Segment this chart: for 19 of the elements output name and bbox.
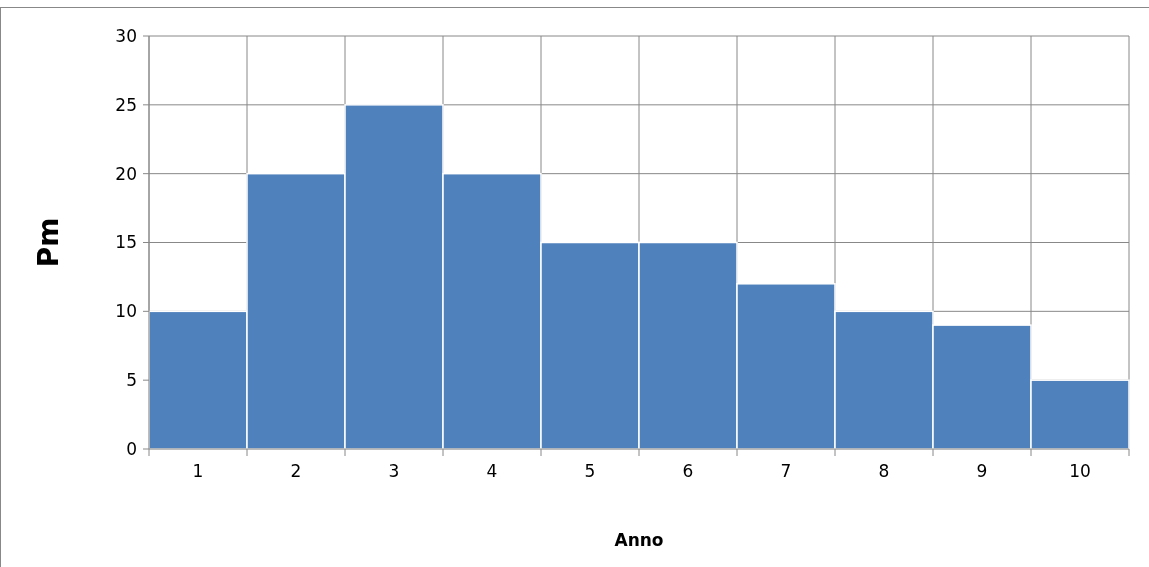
y-tick-label: 5 <box>126 370 137 391</box>
x-tick-label: 5 <box>584 460 596 481</box>
x-tick-label: 7 <box>780 460 792 481</box>
x-axis-title: Anno <box>614 530 664 550</box>
x-tick-label: 10 <box>1069 460 1091 481</box>
y-tick-label: 10 <box>115 301 137 322</box>
x-tick-label: 4 <box>486 460 498 481</box>
x-tick-label: 6 <box>682 460 694 481</box>
x-tick-label: 3 <box>388 460 400 481</box>
x-tick-label: 1 <box>192 460 204 481</box>
x-tick-label: 8 <box>878 460 890 481</box>
y-tick-label: 25 <box>115 94 137 115</box>
x-tick-label: 2 <box>290 460 302 481</box>
y-tick-label: 20 <box>115 163 137 184</box>
y-tick-label: 0 <box>126 438 137 459</box>
y-axis-title: Pm <box>32 217 65 268</box>
y-tick-label: 30 <box>115 25 137 46</box>
y-tick-label: 15 <box>115 232 137 253</box>
x-tick-label: 9 <box>976 460 988 481</box>
